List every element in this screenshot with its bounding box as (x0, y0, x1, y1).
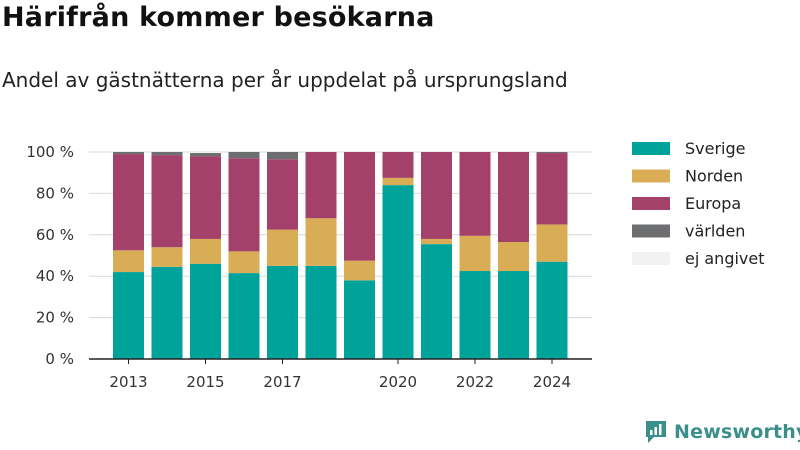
bar-segment (267, 229, 298, 266)
brand-name: Newsworthy (674, 421, 800, 443)
legend: Sverige Norden Europa världen ej angivet (632, 139, 765, 268)
bar-segment (536, 261, 568, 359)
bar-segment (190, 263, 221, 359)
legend-swatch (632, 142, 670, 155)
bar-segment (267, 152, 298, 160)
x-tick-label: 2024 (533, 373, 571, 391)
bar-segment (382, 152, 414, 178)
y-tick-label: 20 % (36, 309, 74, 327)
x-tick-label: 2013 (109, 373, 147, 391)
bar-segment (151, 247, 183, 267)
bar-segment (113, 250, 144, 273)
chart-subtitle: Andel av gästnätterna per år uppdelat på… (2, 68, 568, 92)
bar-segment (113, 154, 144, 251)
legend-swatch (632, 169, 670, 183)
bar-segment (305, 152, 337, 219)
bar-segment (228, 273, 260, 359)
bar-segment (113, 272, 144, 359)
bar-segment (498, 242, 529, 272)
bar-segment (151, 152, 183, 156)
bar-segment (459, 152, 491, 236)
bar-segment (190, 152, 221, 154)
bar-segment (421, 152, 452, 239)
chart-title: Härifrån kommer besökarna (2, 2, 435, 33)
legend-label: Norden (685, 167, 743, 186)
bar-segment (228, 152, 260, 159)
x-tick-label: 2022 (456, 373, 494, 391)
bar-segment (151, 155, 183, 248)
bar-segment (267, 159, 298, 230)
bar-segment (421, 244, 452, 359)
y-tick-label: 0 % (45, 350, 74, 368)
bar-segment (498, 271, 529, 359)
brand-logo: Newsworthy (644, 419, 800, 445)
bar-segment (151, 266, 183, 359)
bar-segment (113, 152, 144, 155)
bar-segment (344, 152, 375, 261)
y-tick-label: 100 % (26, 143, 74, 161)
bar-segment (305, 265, 337, 359)
bar-segment (421, 238, 452, 245)
bar-segment (190, 153, 221, 157)
bar-segment (536, 153, 568, 225)
legend-label: Sverige (685, 139, 746, 158)
bar-segment (190, 156, 221, 239)
bars (113, 152, 568, 359)
y-tick-label: 60 % (36, 226, 74, 244)
x-tick-label: 2015 (186, 373, 224, 391)
legend-label: världen (685, 222, 745, 241)
bar-segment (190, 238, 221, 264)
x-tick-label: 2020 (379, 373, 417, 391)
legend-label: ej angivet (685, 249, 765, 268)
bar-segment (459, 235, 491, 272)
bar-segment (228, 158, 260, 252)
axes: 0 % 20 % 40 % 60 % 80 % 100 % 2013 2015 2017 2020… (26, 143, 592, 391)
bar-segment (305, 218, 337, 266)
y-tick-label: 40 % (36, 267, 74, 285)
legend-label: Europa (685, 194, 741, 213)
bar-segment (459, 271, 491, 359)
x-tick-label: 2017 (263, 373, 301, 391)
bar-segment (228, 251, 260, 274)
legend-swatch (632, 197, 670, 210)
bar-segment (498, 152, 529, 243)
bar-segment (536, 224, 568, 262)
bar-segment (267, 265, 298, 359)
bar-segment (344, 280, 375, 359)
legend-swatch (632, 252, 670, 265)
bar-segment (382, 177, 414, 186)
newsworthy-logo-icon (646, 421, 666, 443)
legend-swatch (632, 224, 670, 238)
bar-segment (382, 185, 414, 359)
bar-segment (536, 152, 568, 154)
bar-segment (344, 260, 375, 281)
y-tick-label: 80 % (36, 184, 74, 202)
